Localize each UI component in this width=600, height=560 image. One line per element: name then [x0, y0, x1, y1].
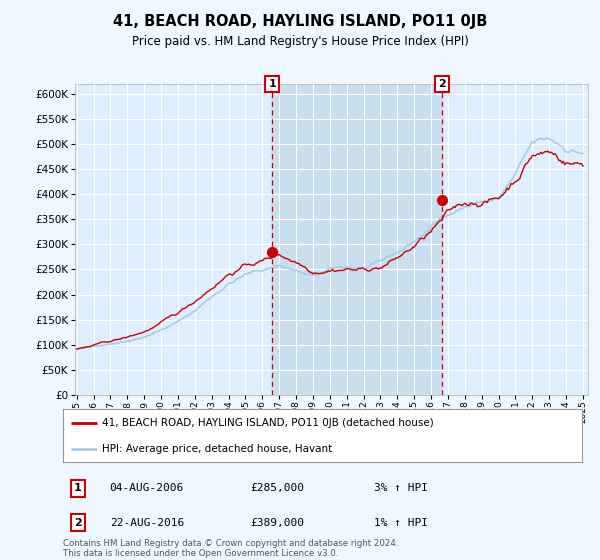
Text: £389,000: £389,000: [250, 517, 304, 528]
Text: £285,000: £285,000: [250, 483, 304, 493]
Text: 1: 1: [268, 79, 276, 89]
Text: 2: 2: [438, 79, 446, 89]
Text: HPI: Average price, detached house, Havant: HPI: Average price, detached house, Hava…: [102, 444, 332, 454]
Text: 22-AUG-2016: 22-AUG-2016: [110, 517, 184, 528]
Text: Price paid vs. HM Land Registry's House Price Index (HPI): Price paid vs. HM Land Registry's House …: [131, 35, 469, 48]
Text: 2: 2: [74, 517, 82, 528]
Text: 1: 1: [74, 483, 82, 493]
Text: 1% ↑ HPI: 1% ↑ HPI: [374, 517, 428, 528]
Text: 3% ↑ HPI: 3% ↑ HPI: [374, 483, 428, 493]
Text: Contains HM Land Registry data © Crown copyright and database right 2024.
This d: Contains HM Land Registry data © Crown c…: [63, 539, 398, 558]
Text: 04-AUG-2006: 04-AUG-2006: [110, 483, 184, 493]
Text: 41, BEACH ROAD, HAYLING ISLAND, PO11 0JB: 41, BEACH ROAD, HAYLING ISLAND, PO11 0JB: [113, 14, 487, 29]
Text: 41, BEACH ROAD, HAYLING ISLAND, PO11 0JB (detached house): 41, BEACH ROAD, HAYLING ISLAND, PO11 0JB…: [102, 418, 434, 428]
Bar: [272, 84, 442, 395]
